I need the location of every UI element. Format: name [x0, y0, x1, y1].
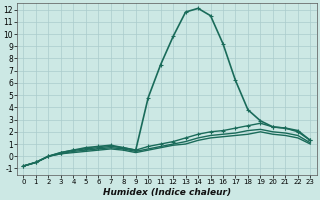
- X-axis label: Humidex (Indice chaleur): Humidex (Indice chaleur): [103, 188, 231, 197]
